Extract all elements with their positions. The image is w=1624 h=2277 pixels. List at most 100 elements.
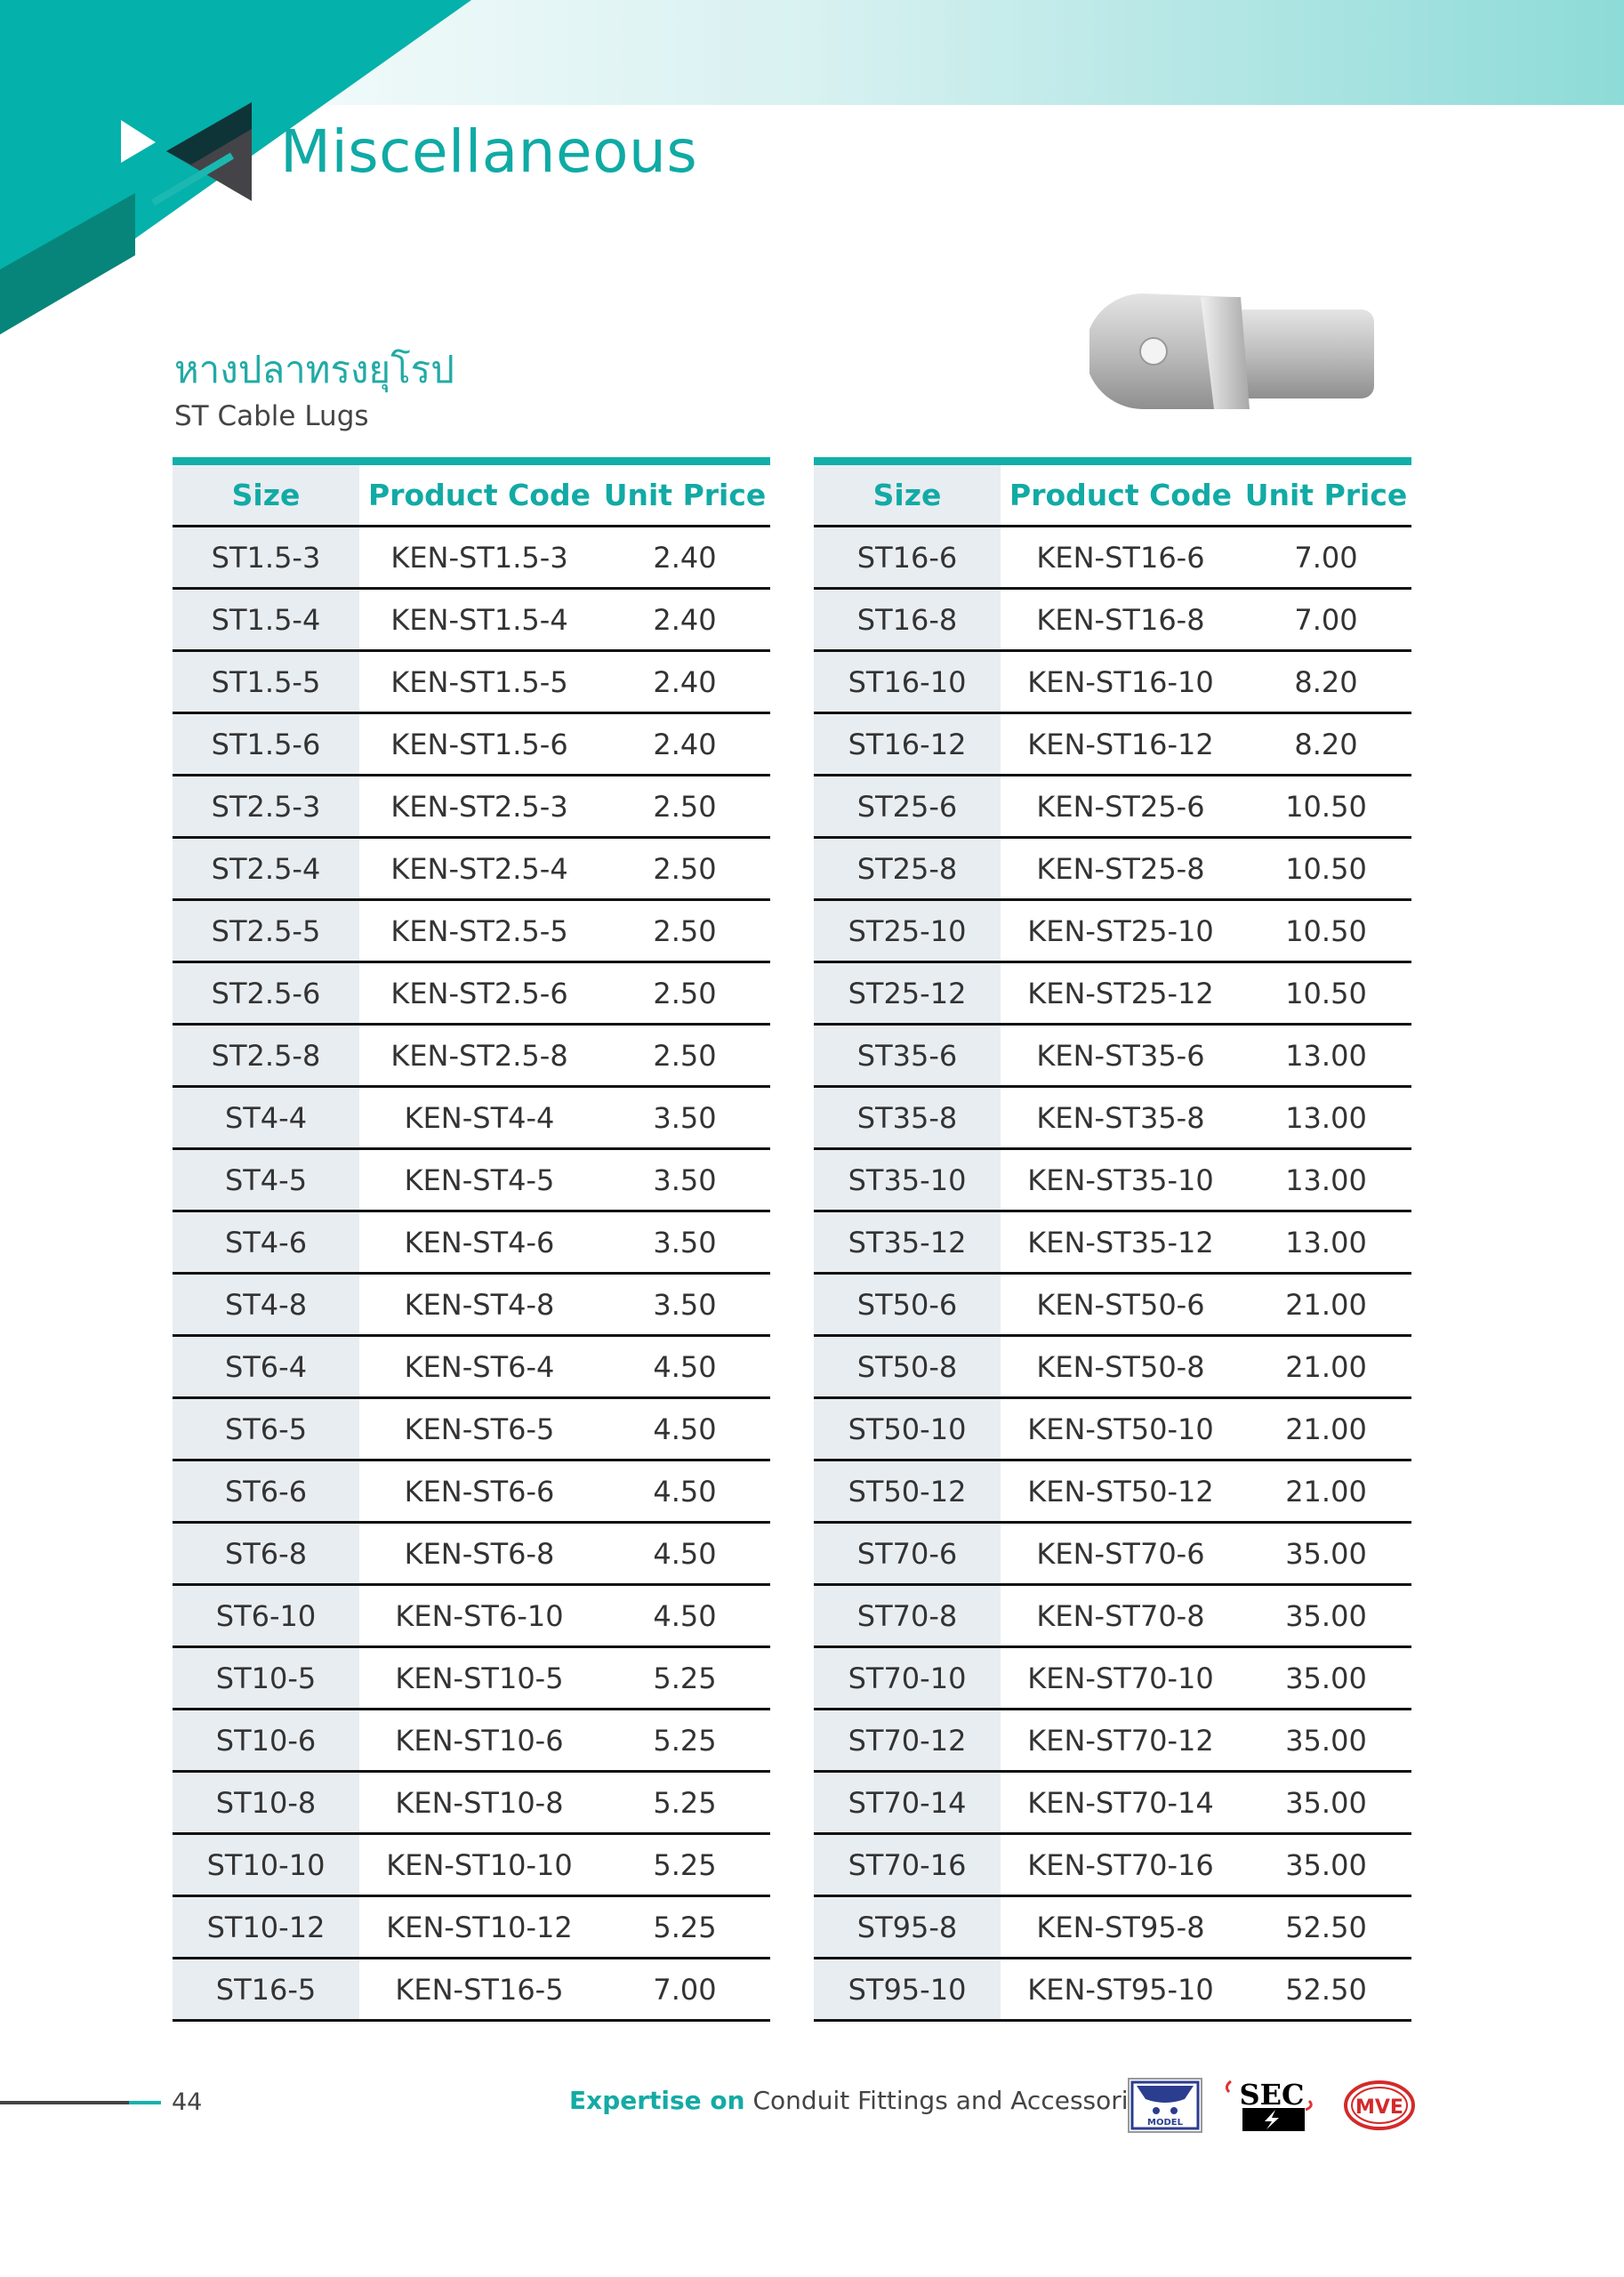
size-cell: ST6-5	[173, 1396, 359, 1460]
product-code-cell: KEN-ST25-6	[1001, 774, 1241, 838]
table-row: ST35-6 KEN-ST35-6 13.00	[814, 1023, 1411, 1087]
product-code-cell: KEN-ST95-10	[1001, 1957, 1241, 2022]
price-table-right: Size Product Code Unit Price ST16-6 KEN-S…	[814, 457, 1411, 2022]
product-code-cell: KEN-ST70-10	[1001, 1645, 1241, 1710]
size-cell: ST4-4	[173, 1085, 359, 1149]
table-row: ST70-16 KEN-ST70-16 35.00	[814, 1832, 1411, 1896]
product-code-cell: KEN-ST25-10	[1001, 898, 1241, 962]
table-row: ST6-6 KEN-ST6-6 4.50	[173, 1459, 770, 1523]
size-cell: ST95-8	[814, 1895, 1001, 1959]
product-code-cell: KEN-ST35-12	[1001, 1210, 1241, 1274]
size-cell: ST1.5-3	[173, 525, 359, 589]
size-cell: ST16-5	[173, 1957, 359, 2022]
size-cell: ST10-10	[173, 1832, 359, 1896]
unit-price-cell: 21.00	[1241, 1459, 1411, 1523]
unit-price-cell: 2.40	[599, 587, 770, 651]
table-row: ST50-12 KEN-ST50-12 21.00	[814, 1459, 1411, 1523]
unit-price-cell: 10.50	[1241, 774, 1411, 838]
table-row: ST70-8 KEN-ST70-8 35.00	[814, 1583, 1411, 1647]
table-row: ST50-8 KEN-ST50-8 21.00	[814, 1334, 1411, 1398]
size-cell: ST6-4	[173, 1334, 359, 1398]
size-cell: ST10-12	[173, 1895, 359, 1959]
model-logo: MODEL	[1128, 2078, 1202, 2133]
size-cell: ST35-8	[814, 1085, 1001, 1149]
product-code-cell: KEN-ST35-8	[1001, 1085, 1241, 1149]
size-cell: ST50-12	[814, 1459, 1001, 1523]
play-triangle-icon	[121, 120, 156, 163]
product-code-cell: KEN-ST1.5-4	[359, 587, 599, 651]
footer-divider	[0, 2101, 129, 2104]
unit-price-cell: 4.50	[599, 1334, 770, 1398]
table-row: ST25-6 KEN-ST25-6 10.50	[814, 774, 1411, 838]
table-row: ST50-6 KEN-ST50-6 21.00	[814, 1272, 1411, 1336]
svg-text:SEC: SEC	[1240, 2078, 1305, 2112]
table-row: ST10-10 KEN-ST10-10 5.25	[173, 1832, 770, 1896]
header-decoration	[0, 0, 471, 334]
table-row: ST2.5-4 KEN-ST2.5-4 2.50	[173, 836, 770, 900]
unit-price-cell: 3.50	[599, 1210, 770, 1274]
size-cell: ST1.5-4	[173, 587, 359, 651]
product-code-cell: KEN-ST25-8	[1001, 836, 1241, 900]
unit-price-cell: 7.00	[1241, 587, 1411, 651]
size-cell: ST25-12	[814, 961, 1001, 1025]
unit-price-cell: 5.25	[599, 1895, 770, 1959]
table-row: ST6-10 KEN-ST6-10 4.50	[173, 1583, 770, 1647]
product-code-cell: KEN-ST4-5	[359, 1147, 599, 1211]
unit-price-cell: 21.00	[1241, 1272, 1411, 1336]
table-row: ST25-8 KEN-ST25-8 10.50	[814, 836, 1411, 900]
product-code-cell: KEN-ST2.5-4	[359, 836, 599, 900]
table-row: ST70-10 KEN-ST70-10 35.00	[814, 1645, 1411, 1710]
table-row: ST2.5-6 KEN-ST2.5-6 2.50	[173, 961, 770, 1025]
product-code-cell: KEN-ST70-14	[1001, 1770, 1241, 1834]
table-row: ST1.5-3 KEN-ST1.5-3 2.40	[173, 525, 770, 589]
size-cell: ST70-14	[814, 1770, 1001, 1834]
unit-price-cell: 10.50	[1241, 836, 1411, 900]
column-header-product-code: Product Code	[1009, 478, 1232, 512]
unit-price-cell: 2.50	[599, 836, 770, 900]
table-row: ST16-10 KEN-ST16-10 8.20	[814, 649, 1411, 713]
product-code-cell: KEN-ST70-16	[1001, 1832, 1241, 1896]
table-row: ST4-4 KEN-ST4-4 3.50	[173, 1085, 770, 1149]
footer-divider-accent	[129, 2101, 161, 2104]
mve-logo: MVE	[1344, 2080, 1415, 2130]
size-cell: ST25-6	[814, 774, 1001, 838]
size-cell: ST10-5	[173, 1645, 359, 1710]
size-cell: ST10-8	[173, 1770, 359, 1834]
size-cell: ST70-10	[814, 1645, 1001, 1710]
table-row: ST10-6 KEN-ST10-6 5.25	[173, 1708, 770, 1772]
unit-price-cell: 2.40	[599, 649, 770, 713]
table-row: ST4-6 KEN-ST4-6 3.50	[173, 1210, 770, 1274]
table-row: ST4-8 KEN-ST4-8 3.50	[173, 1272, 770, 1336]
column-header-product-code: Product Code	[368, 478, 591, 512]
table-row: ST10-12 KEN-ST10-12 5.25	[173, 1895, 770, 1959]
table-row: ST16-8 KEN-ST16-8 7.00	[814, 587, 1411, 651]
size-cell: ST16-8	[814, 587, 1001, 651]
unit-price-cell: 3.50	[599, 1085, 770, 1149]
unit-price-cell: 2.50	[599, 1023, 770, 1087]
table-row: ST70-6 KEN-ST70-6 35.00	[814, 1521, 1411, 1585]
svg-text:MODEL: MODEL	[1147, 2118, 1184, 2128]
product-code-cell: KEN-ST2.5-6	[359, 961, 599, 1025]
product-code-cell: KEN-ST10-5	[359, 1645, 599, 1710]
unit-price-cell: 3.50	[599, 1147, 770, 1211]
section-title-thai: หางปลาทรงยุโรป	[174, 348, 454, 391]
unit-price-cell: 2.40	[599, 525, 770, 589]
product-code-cell: KEN-ST50-6	[1001, 1272, 1241, 1336]
product-code-cell: KEN-ST16-6	[1001, 525, 1241, 589]
table-row: ST6-4 KEN-ST6-4 4.50	[173, 1334, 770, 1398]
product-code-cell: KEN-ST70-6	[1001, 1521, 1241, 1585]
product-code-cell: KEN-ST1.5-6	[359, 712, 599, 776]
column-header-unit-price: Unit Price	[603, 478, 767, 512]
unit-price-cell: 13.00	[1241, 1147, 1411, 1211]
table-row: ST2.5-3 KEN-ST2.5-3 2.50	[173, 774, 770, 838]
table-row: ST50-10 KEN-ST50-10 21.00	[814, 1396, 1411, 1460]
unit-price-cell: 35.00	[1241, 1645, 1411, 1710]
size-cell: ST6-10	[173, 1583, 359, 1647]
product-code-cell: KEN-ST1.5-5	[359, 649, 599, 713]
product-code-cell: KEN-ST70-12	[1001, 1708, 1241, 1772]
unit-price-cell: 8.20	[1241, 712, 1411, 776]
unit-price-cell: 35.00	[1241, 1770, 1411, 1834]
unit-price-cell: 5.25	[599, 1708, 770, 1772]
unit-price-cell: 5.25	[599, 1832, 770, 1896]
table-row: ST10-8 KEN-ST10-8 5.25	[173, 1770, 770, 1834]
